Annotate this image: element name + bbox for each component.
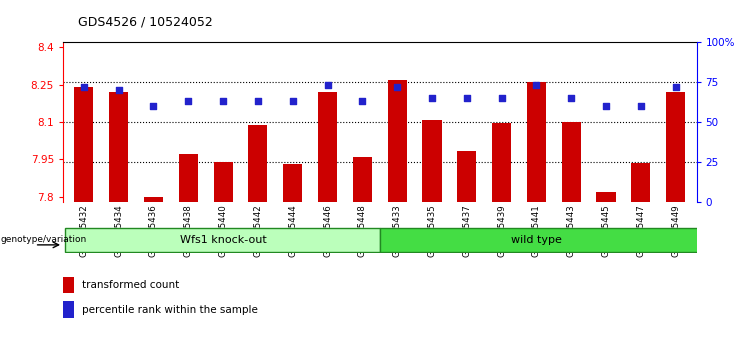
Point xyxy=(531,82,542,88)
Point xyxy=(113,87,124,93)
Text: GDS4526 / 10524052: GDS4526 / 10524052 xyxy=(78,15,213,28)
Bar xyxy=(422,120,442,202)
Point xyxy=(287,98,299,104)
Text: Wfs1 knock-out: Wfs1 knock-out xyxy=(180,235,267,245)
Point xyxy=(322,82,333,88)
Bar xyxy=(631,163,651,202)
Bar xyxy=(666,92,685,202)
Bar xyxy=(179,154,198,202)
Text: genotype/variation: genotype/variation xyxy=(1,235,87,244)
Point xyxy=(670,84,682,90)
Point xyxy=(461,96,473,101)
Point xyxy=(147,103,159,109)
Text: wild type: wild type xyxy=(511,235,562,245)
FancyBboxPatch shape xyxy=(64,228,379,252)
Text: transformed count: transformed count xyxy=(82,280,179,290)
Point xyxy=(391,84,403,90)
Bar xyxy=(144,197,163,202)
Point xyxy=(78,84,90,90)
Point xyxy=(600,103,612,109)
Point xyxy=(182,98,194,104)
Point xyxy=(496,96,508,101)
Bar xyxy=(318,92,337,202)
Point xyxy=(426,96,438,101)
FancyBboxPatch shape xyxy=(379,228,712,252)
Bar xyxy=(74,87,93,202)
Bar xyxy=(492,124,511,202)
Bar xyxy=(248,125,268,202)
Point xyxy=(565,96,577,101)
Bar xyxy=(388,80,407,202)
Bar xyxy=(283,165,302,202)
Bar xyxy=(109,92,128,202)
Point xyxy=(635,103,647,109)
Point xyxy=(252,98,264,104)
Bar xyxy=(562,122,581,202)
Point xyxy=(356,98,368,104)
Bar xyxy=(597,192,616,202)
Bar xyxy=(213,162,233,202)
Bar xyxy=(353,157,372,202)
Bar xyxy=(63,276,74,293)
Bar xyxy=(457,151,476,202)
Bar xyxy=(63,301,74,318)
Bar xyxy=(527,82,546,202)
Text: percentile rank within the sample: percentile rank within the sample xyxy=(82,305,257,315)
Point xyxy=(217,98,229,104)
